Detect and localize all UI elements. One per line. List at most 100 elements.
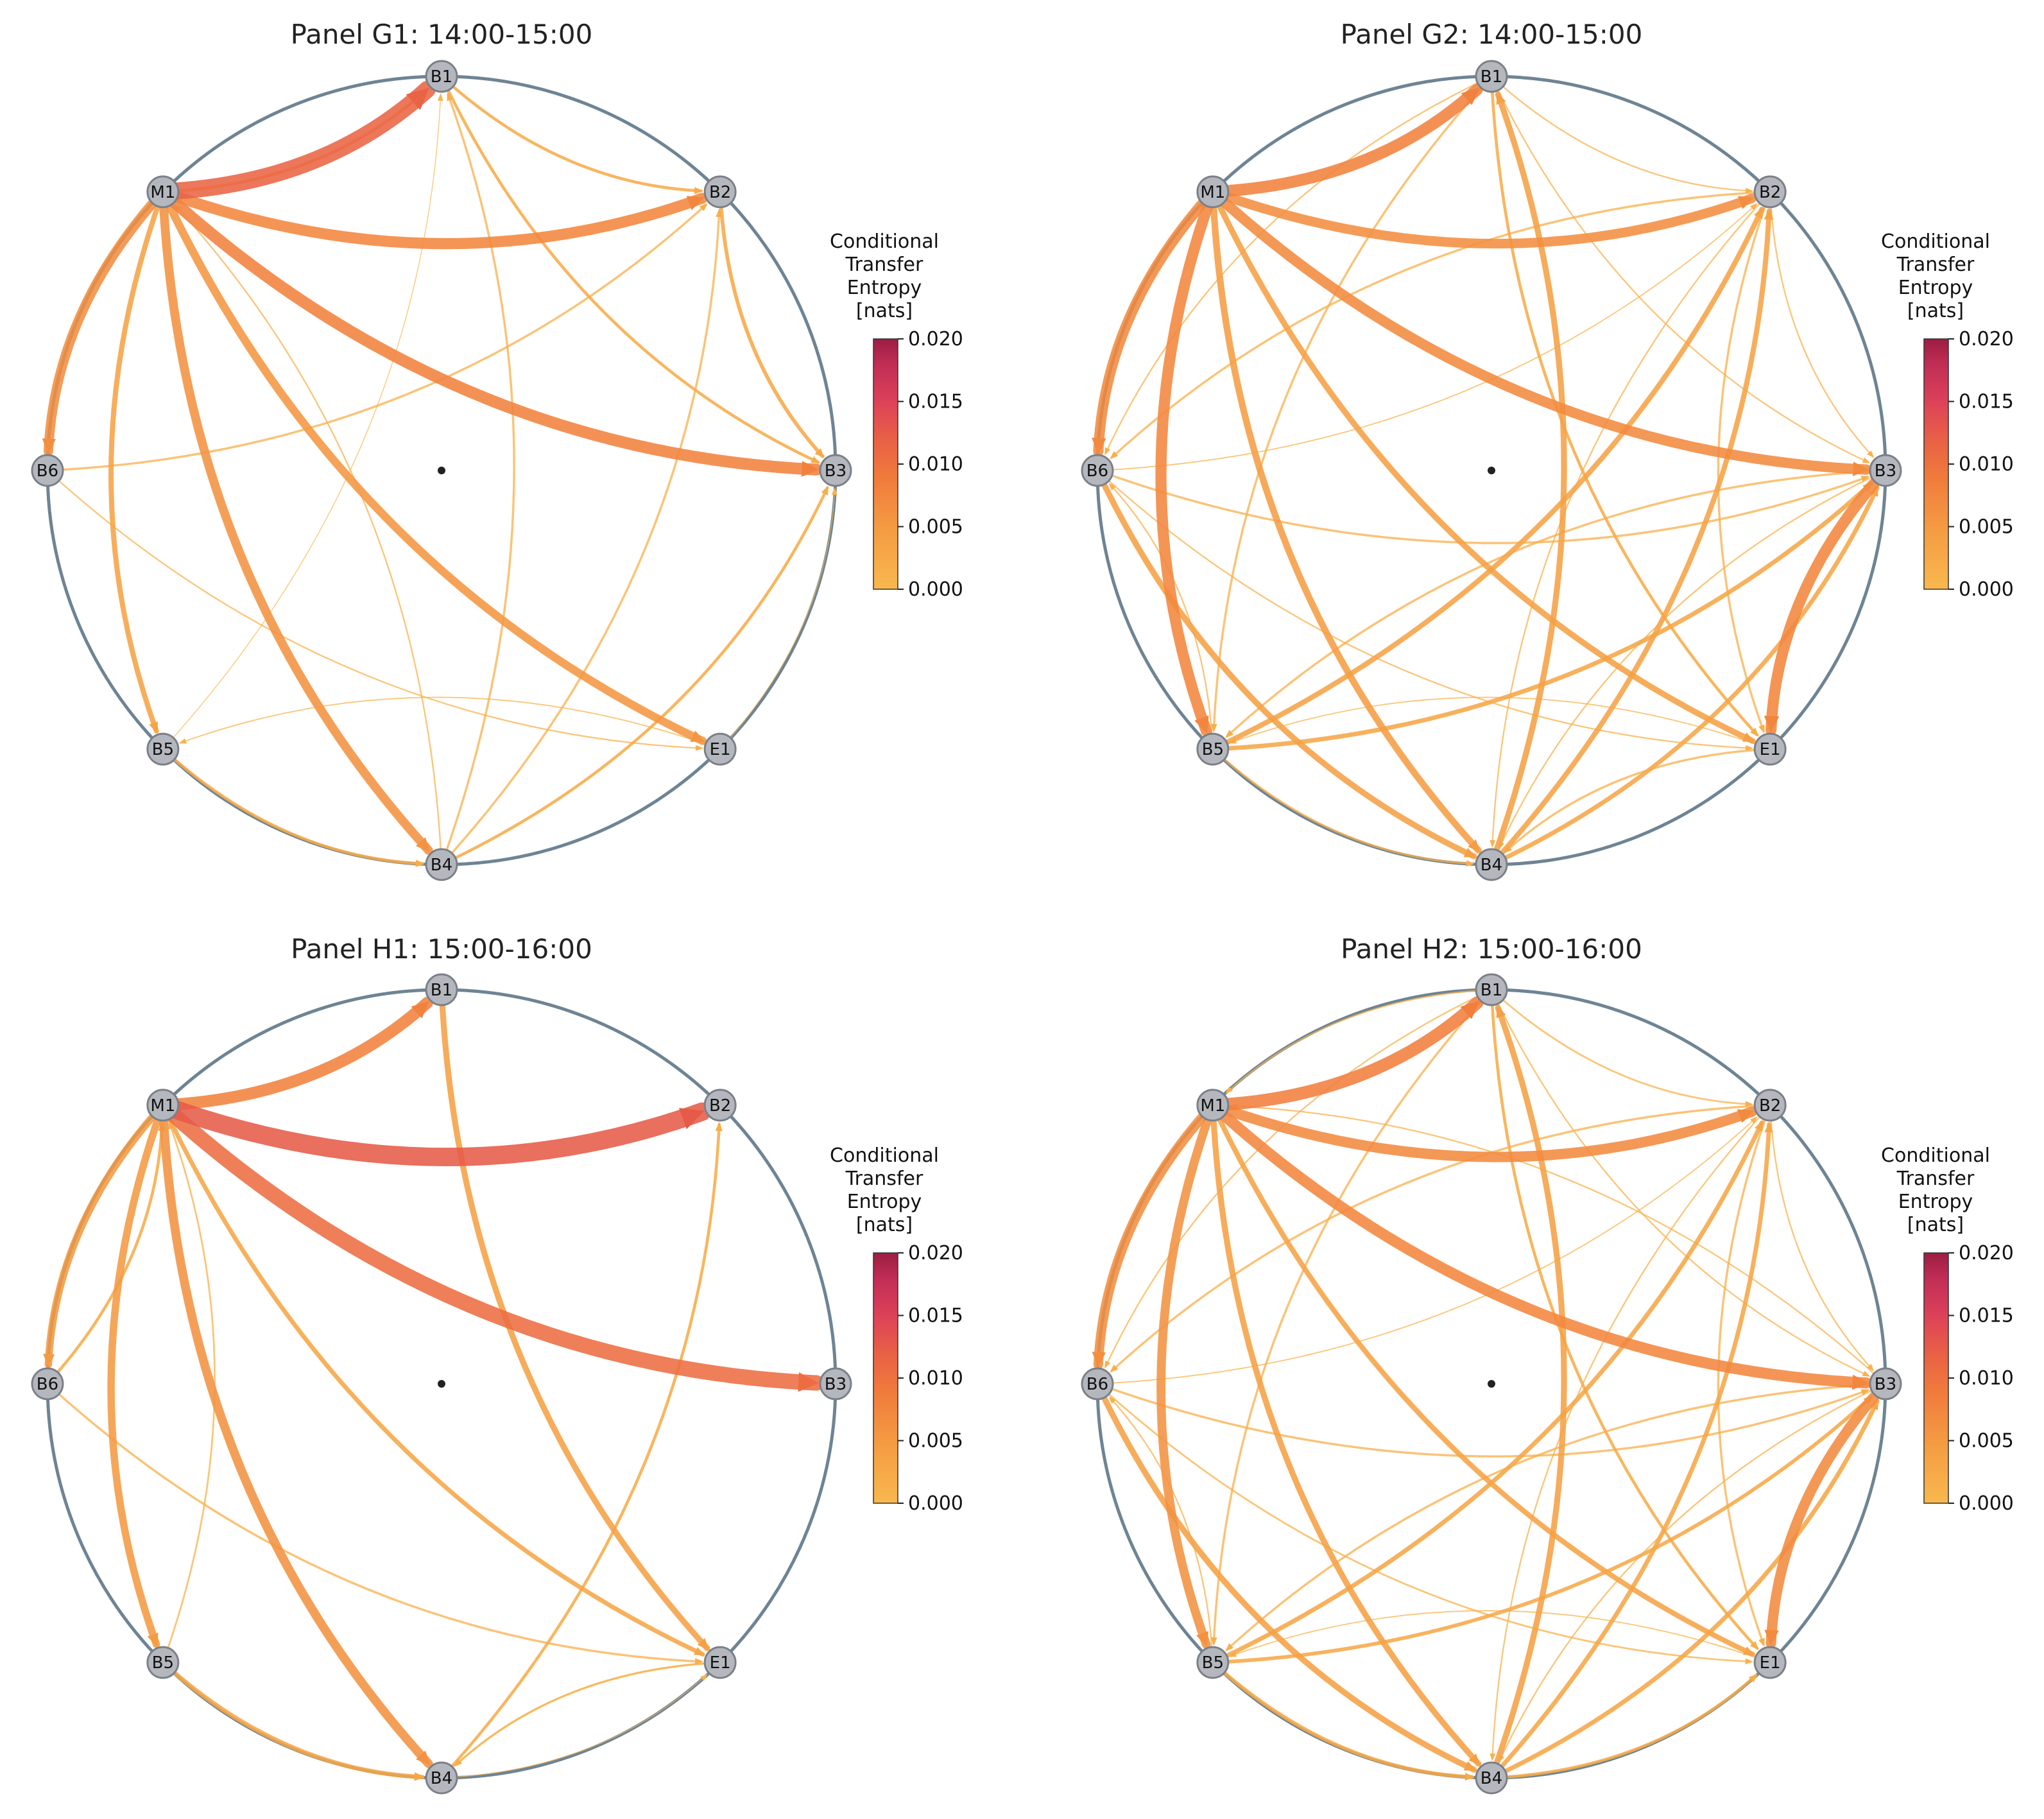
colorbar: Conditional Transfer Entropy [nats] 0.00… xyxy=(1881,230,2014,601)
colorbar-label-line-3: Entropy xyxy=(1898,1191,1973,1213)
colorbar-label-line-2: Transfer xyxy=(1896,1168,1975,1190)
panel-h2: Panel H2: 15:00-16:00 B1 B2 B3 E1 B4 B5 B6 M1 C… xyxy=(1081,933,2014,1795)
node-label: B5 xyxy=(152,740,174,759)
edge-B5-B6 xyxy=(1110,484,1214,750)
edge-E1-B4 xyxy=(1504,748,1771,853)
arrowhead-B1-B3 xyxy=(811,456,821,463)
node-label: B2 xyxy=(709,1096,731,1116)
colorbar-label-line-4: [nats] xyxy=(856,300,913,322)
edge-B6-B2 xyxy=(1097,204,1756,471)
colorbar-gradient xyxy=(873,1252,898,1504)
node-label: B6 xyxy=(37,1375,58,1394)
colorbar-gradient xyxy=(1923,1252,1949,1504)
node-b2 xyxy=(703,175,737,209)
edge-B4-B1 xyxy=(1488,91,1567,868)
arrowhead-B6-B2 xyxy=(1750,203,1758,211)
arrowhead-M1-B6 xyxy=(1092,438,1106,454)
colorbar-label-line-4: [nats] xyxy=(1907,300,1964,322)
arrowhead-B1-B6 xyxy=(1104,1360,1111,1369)
colorbar: Conditional Transfer Entropy [nats] 0.00… xyxy=(830,1144,963,1515)
node-b3 xyxy=(819,454,852,487)
arrowhead-B6-E1 xyxy=(694,1658,704,1665)
arrowhead-M1-E1 xyxy=(1742,732,1755,743)
edge-B6-B3 xyxy=(1096,469,1869,544)
node-label: B2 xyxy=(1759,183,1781,202)
arrowhead-M1-B1 xyxy=(411,1001,429,1019)
node-b6 xyxy=(1081,454,1114,487)
colorbar-label-line-1: Conditional xyxy=(1881,1144,1990,1167)
node-label: B3 xyxy=(825,1375,846,1394)
edge-B5-B2 xyxy=(1210,1120,1764,1665)
node-b4 xyxy=(1475,1761,1508,1795)
colorbar-tick-label: 0.015 xyxy=(1959,391,2014,413)
arrowhead-B2-E1 xyxy=(1758,1637,1765,1647)
arrowhead-B3-E1 xyxy=(1764,1630,1779,1646)
edge-M1-B4 xyxy=(1209,188,1482,854)
edge-M1-E1 xyxy=(1210,189,1756,744)
edge-B2-E1 xyxy=(1717,191,1771,732)
node-label: E1 xyxy=(710,740,731,759)
colorbar-tick-label: 0.015 xyxy=(908,391,963,413)
arrowhead-M1-B2 xyxy=(1738,196,1755,209)
center-dot xyxy=(438,1380,445,1388)
arrowhead-B3-B5 xyxy=(1225,1643,1234,1651)
edge-B5-B3 xyxy=(1210,1395,1873,1665)
colorbar-tick-label: 0.020 xyxy=(908,1242,963,1264)
node-b2 xyxy=(1753,1089,1787,1122)
colorbar-label-line-1: Conditional xyxy=(830,1144,939,1167)
node-b6 xyxy=(1081,1367,1114,1401)
edge-B1-B3 xyxy=(1490,988,1869,1377)
node-label: M1 xyxy=(150,1096,175,1116)
arrowhead-M1-B2 xyxy=(1737,1109,1755,1123)
arrowhead-B6-B4 xyxy=(1463,1761,1477,1771)
arrowhead-B4-B3 xyxy=(821,485,829,496)
arrowhead-M1-B6 xyxy=(43,1354,55,1367)
edge-B2-B4 xyxy=(1491,191,1771,847)
node-label: B3 xyxy=(1875,1375,1896,1394)
edge-M1-B6 xyxy=(1093,1100,1218,1370)
node-label: B1 xyxy=(1481,981,1502,1000)
colorbar-label-line-4: [nats] xyxy=(856,1214,913,1236)
node-label: B4 xyxy=(1481,1769,1502,1788)
node-label: B6 xyxy=(1086,461,1108,481)
colorbar: Conditional Transfer Entropy [nats] 0.00… xyxy=(1881,1144,2014,1515)
arrowhead-B1-E1 xyxy=(1750,1641,1759,1650)
arrowhead-B3-B5 xyxy=(1225,730,1234,738)
center-dot xyxy=(1488,467,1495,474)
node-b1 xyxy=(425,60,458,93)
arrowhead-B4-B1 xyxy=(1496,92,1506,105)
arrowhead-B5-B4 xyxy=(415,859,425,867)
node-m1 xyxy=(146,1089,180,1122)
center-dot xyxy=(438,467,445,474)
edge-B6-E1 xyxy=(46,469,702,749)
edge-E1-B5 xyxy=(180,696,721,750)
edge-M1-E1 xyxy=(1210,1102,1756,1657)
arrowhead-B5-B4 xyxy=(414,1772,425,1781)
arrowhead-M1-B1 xyxy=(1460,1001,1479,1019)
node-b5 xyxy=(146,732,180,766)
arrowhead-B6-E1 xyxy=(695,745,704,751)
edge-B6-B4 xyxy=(1094,467,1477,859)
edge-B6-B4 xyxy=(1094,1381,1477,1773)
edge-M1-B2 xyxy=(1208,187,1757,248)
arrowhead-M1-B4 xyxy=(1468,1754,1481,1766)
edge-B5-B2 xyxy=(1210,206,1765,752)
edge-M1-B2 xyxy=(157,186,708,250)
edge-B4-E1 xyxy=(1490,1674,1758,1780)
colorbar-tick-label: 0.005 xyxy=(1959,516,2014,539)
edge-B4-B2 xyxy=(440,1123,721,1780)
arrowhead-M1-B3 xyxy=(1852,1374,1869,1390)
node-e1 xyxy=(703,1646,737,1679)
node-b5 xyxy=(146,1646,180,1679)
arrowhead-M1-B3 xyxy=(1853,461,1869,476)
node-label: B1 xyxy=(431,67,452,87)
arrowhead-E1-B4 xyxy=(454,1759,463,1767)
edge-M1-B2 xyxy=(153,1096,712,1166)
edge-B5-B4 xyxy=(160,1660,425,1780)
colorbar-tick-label: 0.000 xyxy=(908,1492,963,1515)
node-label: M1 xyxy=(150,183,175,202)
colorbar-tick-label: 0.015 xyxy=(908,1305,963,1327)
edge-B1-B5 xyxy=(1212,988,1493,1644)
edge-B4-B1 xyxy=(1488,1004,1567,1781)
